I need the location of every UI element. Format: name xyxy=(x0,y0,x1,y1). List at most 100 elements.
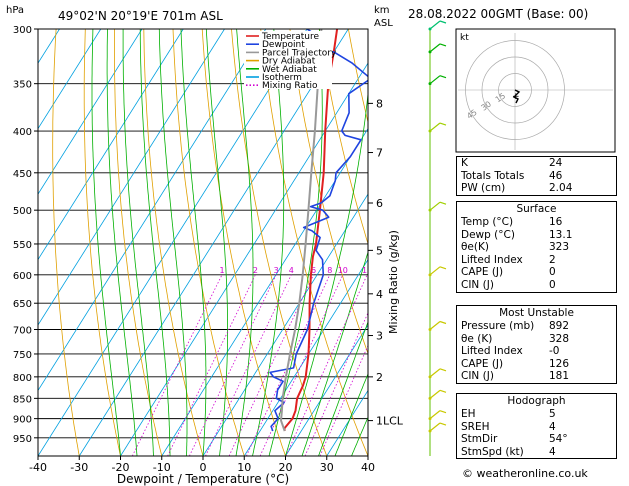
hodograph-trace xyxy=(512,89,521,104)
height-tick-label: 6 xyxy=(376,197,383,210)
hodograph-index-label: EH xyxy=(461,408,476,420)
wind-barb xyxy=(429,20,441,30)
mixing-ratio-label: 4 xyxy=(289,266,294,275)
wind-barb xyxy=(429,410,441,420)
surface-index-label: Lifted Index xyxy=(461,253,523,266)
wind-barb-dot xyxy=(428,82,432,86)
x-tick-label: 0 xyxy=(200,461,207,474)
mixing-ratio-label: 2 xyxy=(253,266,258,275)
temperature-profile xyxy=(283,29,339,432)
surface-index-value: 2 xyxy=(549,253,556,266)
x-tick-label: 40 xyxy=(361,461,375,474)
most-unstable-index-row: CAPE (J) 126 xyxy=(457,358,569,371)
dry-adiabat xyxy=(289,29,368,355)
pressure-label: 950 xyxy=(13,434,32,445)
height-tick-label: 1LCL xyxy=(376,415,404,428)
legend-label: Dewpoint xyxy=(262,40,305,50)
header-station: 49°02'N 20°19'E 701m ASL xyxy=(58,9,223,23)
surface-index-row: Temp (°C) 16 xyxy=(457,216,572,229)
basic-index-value: 24 xyxy=(549,157,563,169)
isotherm-line xyxy=(38,29,184,261)
legend-label: Wet Adiabat xyxy=(262,65,317,75)
wind-barb-flag xyxy=(439,75,447,79)
pressure-label: 600 xyxy=(13,271,32,282)
height-tick-label: 5 xyxy=(376,244,383,257)
wind-barb-flag xyxy=(439,410,447,414)
wind-barb xyxy=(429,321,441,330)
isotherm-line xyxy=(38,29,143,195)
pressure-label: 350 xyxy=(13,80,32,91)
pressure-unit-label: hPa xyxy=(6,5,24,16)
basic-index-label: PW (cm) xyxy=(461,182,506,195)
surface-index-row: CAPE (J) 0 xyxy=(457,266,572,279)
mixing-ratio-label: 15 xyxy=(362,266,372,275)
dry-adiabat xyxy=(143,29,204,456)
legend-label: Parcel Trajectory xyxy=(262,48,337,58)
wind-barb-dot xyxy=(428,417,432,421)
height-tick-label: 2 xyxy=(376,371,383,384)
height-tick-label: 7 xyxy=(376,147,383,160)
height-tick-label: 3 xyxy=(376,330,383,343)
surface-title: Surface xyxy=(516,203,557,215)
wet-adiabat xyxy=(158,29,188,456)
wind-barb-flag xyxy=(439,122,447,126)
height-tick-label: 4 xyxy=(376,288,383,301)
pressure-label: 450 xyxy=(13,169,32,180)
surface-index-value: 13.1 xyxy=(549,228,573,241)
wind-barb-dot xyxy=(428,50,432,54)
wind-barb xyxy=(429,201,441,211)
wind-barb-flag xyxy=(439,422,447,426)
basic-index-label: Totals Totals xyxy=(461,169,525,182)
pressure-label: 850 xyxy=(13,394,32,405)
pressure-label: 500 xyxy=(13,206,32,217)
hodograph-indices-table: EH 5 SREH 4 StmDir 54° StmSpd (kt) 4 xyxy=(457,408,568,458)
wind-barb-dot xyxy=(428,396,432,400)
x-tick-label: 20 xyxy=(279,461,293,474)
mixing-ratio-label: 3 xyxy=(274,266,279,275)
mixing-ratio-line xyxy=(189,274,277,456)
wind-barb-flag xyxy=(439,368,447,372)
wind-barb-dot xyxy=(428,328,432,332)
parcel-trajectory-profile xyxy=(280,29,323,432)
wet-adiabat xyxy=(106,29,138,456)
pressure-label: 550 xyxy=(13,240,32,251)
wet-adiabat xyxy=(139,29,171,456)
wet-adiabat xyxy=(91,29,121,456)
wet-adiabat xyxy=(318,320,368,456)
km-unit-label: km xyxy=(374,5,390,16)
wet-adiabat xyxy=(334,372,368,456)
surface-index-row: θe(K) 323 xyxy=(457,241,572,254)
most-unstable-index-row: CIN (J) 181 xyxy=(457,370,569,383)
hodograph-index-label: StmDir xyxy=(461,433,498,446)
surface-index-value: 16 xyxy=(549,216,563,228)
most-unstable-index-row: θe (K) 328 xyxy=(457,333,569,346)
surface-index-value: 0 xyxy=(549,266,556,279)
most-unstable-index-value: -0 xyxy=(549,345,560,358)
height-tick-label: 8 xyxy=(376,97,383,110)
surface-index-label: CIN (J) xyxy=(461,278,494,291)
dewpoint-profile xyxy=(269,29,368,432)
hodograph-index-row: StmSpd (kt) 4 xyxy=(457,446,568,459)
most-unstable-index-row: Lifted Index -0 xyxy=(457,345,569,358)
pressure-label: 750 xyxy=(13,350,32,361)
mixing-ratio-label: 8 xyxy=(327,266,332,275)
wind-barb-flag xyxy=(439,201,447,205)
mixing-ratio-line xyxy=(167,274,256,456)
isotherm-line xyxy=(38,29,267,392)
most-unstable-index-label: Pressure (mb) xyxy=(461,320,535,332)
copyright: © weatheronline.co.uk xyxy=(462,467,588,480)
header-datetime: 28.08.2022 00GMT (Base: 00) xyxy=(408,7,588,21)
wind-barb xyxy=(429,43,441,53)
wind-barb-flag xyxy=(439,20,447,24)
wet-adiabat xyxy=(205,29,228,456)
dry-adiabat xyxy=(114,29,163,456)
basic-index-value: 46 xyxy=(549,169,563,182)
wind-barb-dot xyxy=(428,208,432,212)
most-unstable-index-value: 328 xyxy=(549,332,570,345)
x-tick-label: -40 xyxy=(29,461,47,474)
surface-index-row: Lifted Index 2 xyxy=(457,254,572,267)
wind-barb xyxy=(429,422,441,432)
wind-barb xyxy=(429,368,441,378)
